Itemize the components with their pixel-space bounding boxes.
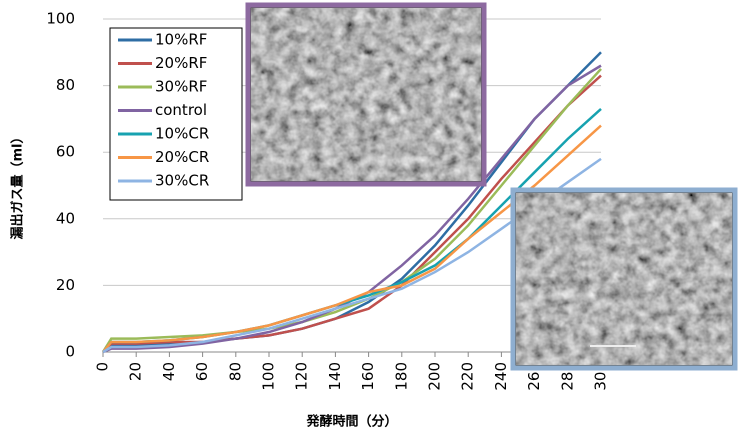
- x-tick-label: 40: [160, 362, 178, 381]
- legend: 10%RF 20%RF 30%RF control 10%CR 20%CR 30%CR: [109, 27, 243, 201]
- y-tick-label: 100: [46, 10, 75, 28]
- x-tick-label: 200: [426, 362, 444, 391]
- legend-label: 10%CR: [155, 125, 209, 143]
- x-tick-label: 80: [226, 362, 244, 381]
- x-tick-label: 240: [492, 362, 510, 391]
- x-tick-label: 180: [392, 362, 410, 391]
- y-tick-label: 40: [56, 209, 75, 227]
- y-tick-label: 80: [56, 76, 75, 94]
- y-tick-label: 20: [56, 276, 75, 294]
- x-tick-label: 0: [94, 362, 112, 372]
- series-line: [102, 74, 602, 353]
- y-tick-label: 60: [56, 143, 75, 161]
- x-tick-label: 120: [293, 362, 311, 391]
- legend-label: 10%RF: [155, 31, 207, 49]
- legend-label: 20%CR: [155, 148, 209, 166]
- legend-box: [109, 27, 243, 201]
- inset-image: [510, 187, 738, 371]
- x-tick-label: 60: [193, 362, 211, 381]
- legend-label: 30%CR: [155, 172, 209, 190]
- x-tick-label: 100: [260, 362, 278, 391]
- x-axis-title: 発酵時間（分）: [305, 414, 397, 430]
- x-tick-label: 20: [127, 362, 145, 381]
- x-tick-label: 140: [326, 362, 344, 391]
- legend-label: control: [155, 101, 207, 119]
- inset-image: [245, 2, 487, 187]
- x-tick-label: 220: [459, 362, 477, 391]
- sem-image: [516, 193, 732, 365]
- series-line: [101, 68, 602, 353]
- y-axis-title: 漏出ガス量（ml）: [10, 130, 26, 239]
- x-tick-label: 160: [359, 362, 377, 391]
- y-tick-label: 0: [65, 343, 75, 361]
- legend-label: 30%RF: [155, 78, 207, 96]
- sem-image: [251, 8, 481, 181]
- legend-label: 20%RF: [155, 54, 207, 72]
